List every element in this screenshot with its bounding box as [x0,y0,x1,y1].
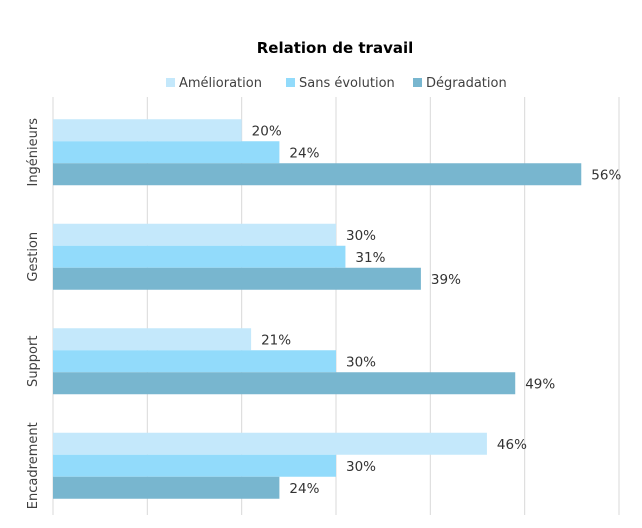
legend-swatch [286,78,295,87]
legend-label: Amélioration [179,76,262,91]
data-label: 20% [252,123,282,139]
data-label: 30% [346,228,376,244]
data-label: 21% [261,332,291,348]
bar [53,454,336,477]
chart-title: Relation de travail [257,39,414,57]
data-label: 46% [497,437,527,453]
data-label: 24% [289,481,319,497]
legend: Amélioration Sans évolution Dégradation [166,76,507,91]
legend-label: Sans évolution [299,76,395,91]
data-label: 56% [591,167,621,183]
bar [53,223,336,246]
category-labels: Ingénieurs Gestion Support Encadrement [26,118,41,509]
category-label: Support [26,336,41,387]
category-label: Gestion [26,232,41,282]
bar [53,372,516,395]
category-label: Ingénieurs [26,118,41,187]
bar [53,328,252,351]
bar [53,245,346,268]
data-label: 24% [289,145,319,161]
bars: 20% 24% 56% 30% 31% 39% 21% 30% 49% 46% 30% 24% [53,119,621,499]
category-label: Encadrement [26,422,41,509]
data-label: 30% [346,459,376,475]
legend-swatch [413,78,422,87]
bar [53,141,280,164]
bar [53,476,280,499]
legend-label: Dégradation [426,76,507,91]
bar [53,350,336,373]
bar [53,163,582,186]
bar [53,432,487,455]
data-label: 49% [525,376,555,392]
bar [53,119,242,142]
data-label: 39% [431,272,461,288]
data-label: 31% [355,250,385,266]
bar [53,267,421,290]
data-label: 30% [346,354,376,370]
legend-swatch [166,78,175,87]
